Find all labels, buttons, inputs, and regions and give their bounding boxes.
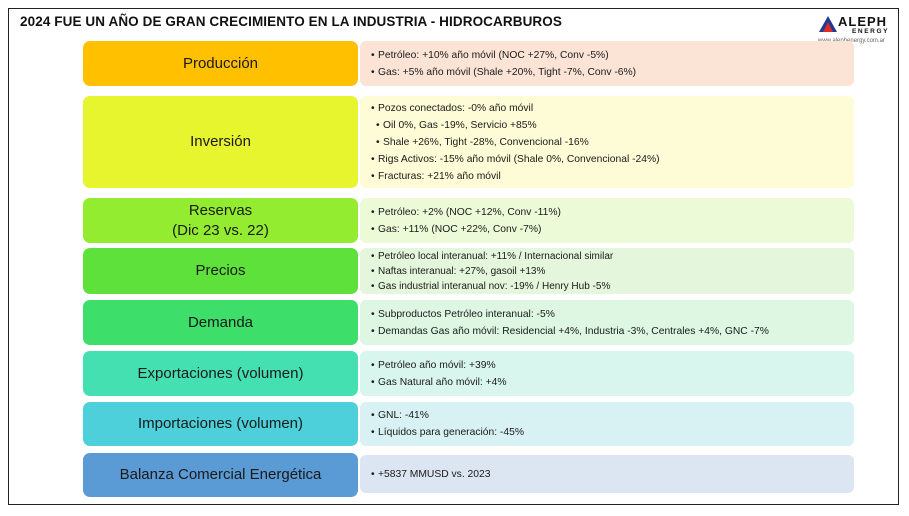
aleph-energy-logo: ALEPH ENERGY www.alephenergy.com.ar (816, 13, 896, 47)
category-label: Exportaciones (volumen) (137, 364, 304, 382)
row-produccion: Producción Petróleo: +10% año móvil (NOC… (0, 41, 909, 86)
category-label: Inversión (190, 133, 251, 151)
slide-title: 2024 FUE UN AÑO DE GRAN CRECIMIENTO EN L… (20, 14, 562, 29)
row-reservas: Reservas (Dic 23 vs. 22) Petróleo: +2% (… (0, 198, 909, 243)
category-inversion: Inversión (83, 96, 358, 188)
category-sublabel: (Dic 23 vs. 22) (172, 221, 269, 239)
row-precios: Precios Petróleo local interanual: +11% … (0, 248, 909, 294)
row-demanda: Demanda Subproductos Petróleo interanual… (0, 300, 909, 345)
details-demanda: Subproductos Petróleo interanual: -5% De… (360, 300, 854, 345)
detail-item: Naftas interanual: +27%, gasoil +13% (371, 264, 844, 279)
category-reservas: Reservas (Dic 23 vs. 22) (83, 198, 358, 243)
details-balanza-comercial: +5837 MMUSD vs. 2023 (360, 455, 854, 493)
category-importaciones: Importaciones (volumen) (83, 402, 358, 446)
detail-item: Fracturas: +21% año móvil (371, 168, 844, 185)
logo-url: www.alephenergy.com.ar (818, 38, 885, 44)
details-importaciones: GNL: -41% Líquidos para generación: -45% (360, 402, 854, 446)
category-label: Balanza Comercial Energética (119, 466, 322, 484)
row-importaciones: Importaciones (volumen) GNL: -41% Líquid… (0, 402, 909, 446)
category-precios: Precios (83, 248, 358, 294)
detail-item: Demandas Gas año móvil: Residencial +4%,… (371, 323, 844, 340)
category-label: Precios (195, 262, 246, 280)
detail-item: Rigs Activos: -15% año móvil (Shale 0%, … (371, 151, 844, 168)
category-exportaciones: Exportaciones (volumen) (83, 351, 358, 396)
detail-item: GNL: -41% (371, 407, 844, 424)
row-balanza-comercial: Balanza Comercial Energética +5837 MMUSD… (0, 453, 909, 497)
row-exportaciones: Exportaciones (volumen) Petróleo año móv… (0, 351, 909, 396)
logo-subtitle: ENERGY (852, 28, 890, 35)
row-inversion: Inversión Pozos conectados: -0% año móvi… (0, 96, 909, 188)
details-precios: Petróleo local interanual: +11% / Intern… (360, 248, 854, 294)
category-label: Reservas (188, 202, 253, 219)
detail-item: Gas industrial interanual nov: -19% / He… (371, 279, 844, 294)
details-inversion: Pozos conectados: -0% año móvil Oil 0%, … (360, 96, 854, 188)
detail-item: Subproductos Petróleo interanual: -5% (371, 306, 844, 323)
category-label: Importaciones (volumen) (137, 415, 304, 433)
detail-subitem: Oil 0%, Gas -19%, Servicio +85% (376, 117, 844, 134)
detail-item: Petróleo local interanual: +11% / Intern… (371, 249, 844, 264)
detail-item: Petróleo año móvil: +39% (371, 357, 844, 374)
detail-item: Pozos conectados: -0% año móvil (371, 100, 844, 117)
details-reservas: Petróleo: +2% (NOC +12%, Conv -11%) Gas:… (360, 198, 854, 243)
detail-item: +5837 MMUSD vs. 2023 (371, 466, 844, 483)
category-label: Producción (182, 54, 259, 72)
logo-name: ALEPH (838, 14, 888, 29)
detail-item: Petróleo: +10% año móvil (NOC +27%, Conv… (371, 47, 844, 64)
category-produccion: Producción (83, 41, 358, 86)
slide-frame (8, 8, 899, 505)
detail-item: Líquidos para generación: -45% (371, 424, 844, 441)
category-label: Demanda (187, 313, 254, 331)
details-exportaciones: Petróleo año móvil: +39% Gas Natural año… (360, 351, 854, 396)
detail-item: Gas: +11% (NOC +22%, Conv -7%) (371, 221, 844, 238)
category-balanza-comercial: Balanza Comercial Energética (83, 453, 358, 497)
category-demanda: Demanda (83, 300, 358, 345)
details-produccion: Petróleo: +10% año móvil (NOC +27%, Conv… (360, 41, 854, 86)
detail-item: Gas Natural año móvil: +4% (371, 374, 844, 391)
detail-item: Gas: +5% año móvil (Shale +20%, Tight -7… (371, 64, 844, 81)
logo-triangle-icon (819, 16, 837, 32)
detail-subitem: Shale +26%, Tight -28%, Convencional -16… (376, 134, 844, 151)
detail-item: Petróleo: +2% (NOC +12%, Conv -11%) (371, 204, 844, 221)
